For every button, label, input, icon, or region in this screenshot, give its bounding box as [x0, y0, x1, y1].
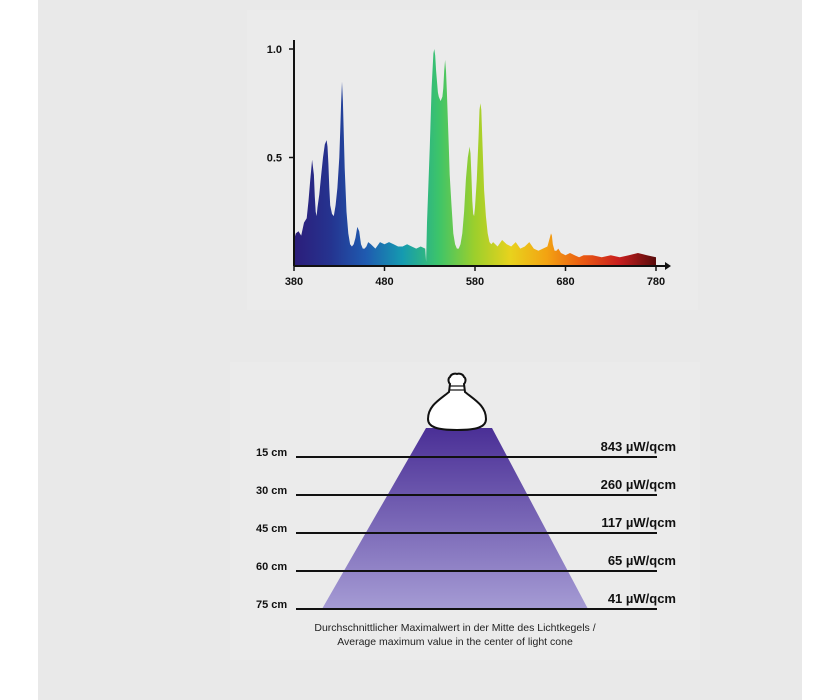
light-cone-diagram: 15 cm 843 µW/qcm 30 cm 260 µW/qcm 45 cm 117 µ…: [256, 372, 676, 648]
distance-label: 15 cm: [256, 447, 287, 459]
spectrum-area: [294, 49, 656, 266]
caption-german: Durchschnittlicher Maximalwert in der Mi…: [314, 622, 595, 634]
x-tick-label: 580: [466, 276, 484, 288]
light-cone: [322, 428, 588, 609]
caption-english: Average maximum value in the center of l…: [337, 636, 573, 648]
irradiance-value: 117 µW/qcm: [601, 515, 676, 530]
irradiance-value: 843 µW/qcm: [601, 439, 676, 454]
y-tick-label: 0.5: [267, 153, 282, 165]
distance-label: 30 cm: [256, 485, 287, 497]
distance-label: 75 cm: [256, 599, 287, 611]
distance-label: 45 cm: [256, 523, 287, 535]
irradiance-value: 65 µW/qcm: [608, 553, 676, 568]
x-tick-label: 380: [285, 276, 303, 288]
spectrum-chart: 380 480 580 680 780 0.5 1.0: [267, 40, 671, 288]
uv-spot-lamp-icon: [426, 372, 488, 432]
spectrum-chart-panel: 380 480 580 680 780 0.5 1.0: [247, 10, 698, 310]
y-tick-label: 1.0: [267, 44, 282, 56]
x-axis-arrow: [665, 262, 671, 270]
x-tick-label: 780: [647, 276, 665, 288]
x-tick-label: 480: [375, 276, 393, 288]
x-tick-label: 680: [556, 276, 574, 288]
light-cone-panel: 15 cm 843 µW/qcm 30 cm 260 µW/qcm 45 cm 117 µ…: [230, 362, 700, 660]
figure-background: 380 480 580 680 780 0.5 1.0 15 cm 843 µW/qcm 30 …: [38, 0, 802, 700]
irradiance-value: 260 µW/qcm: [601, 477, 676, 492]
distance-label: 60 cm: [256, 561, 287, 573]
irradiance-value: 41 µW/qcm: [608, 591, 676, 606]
